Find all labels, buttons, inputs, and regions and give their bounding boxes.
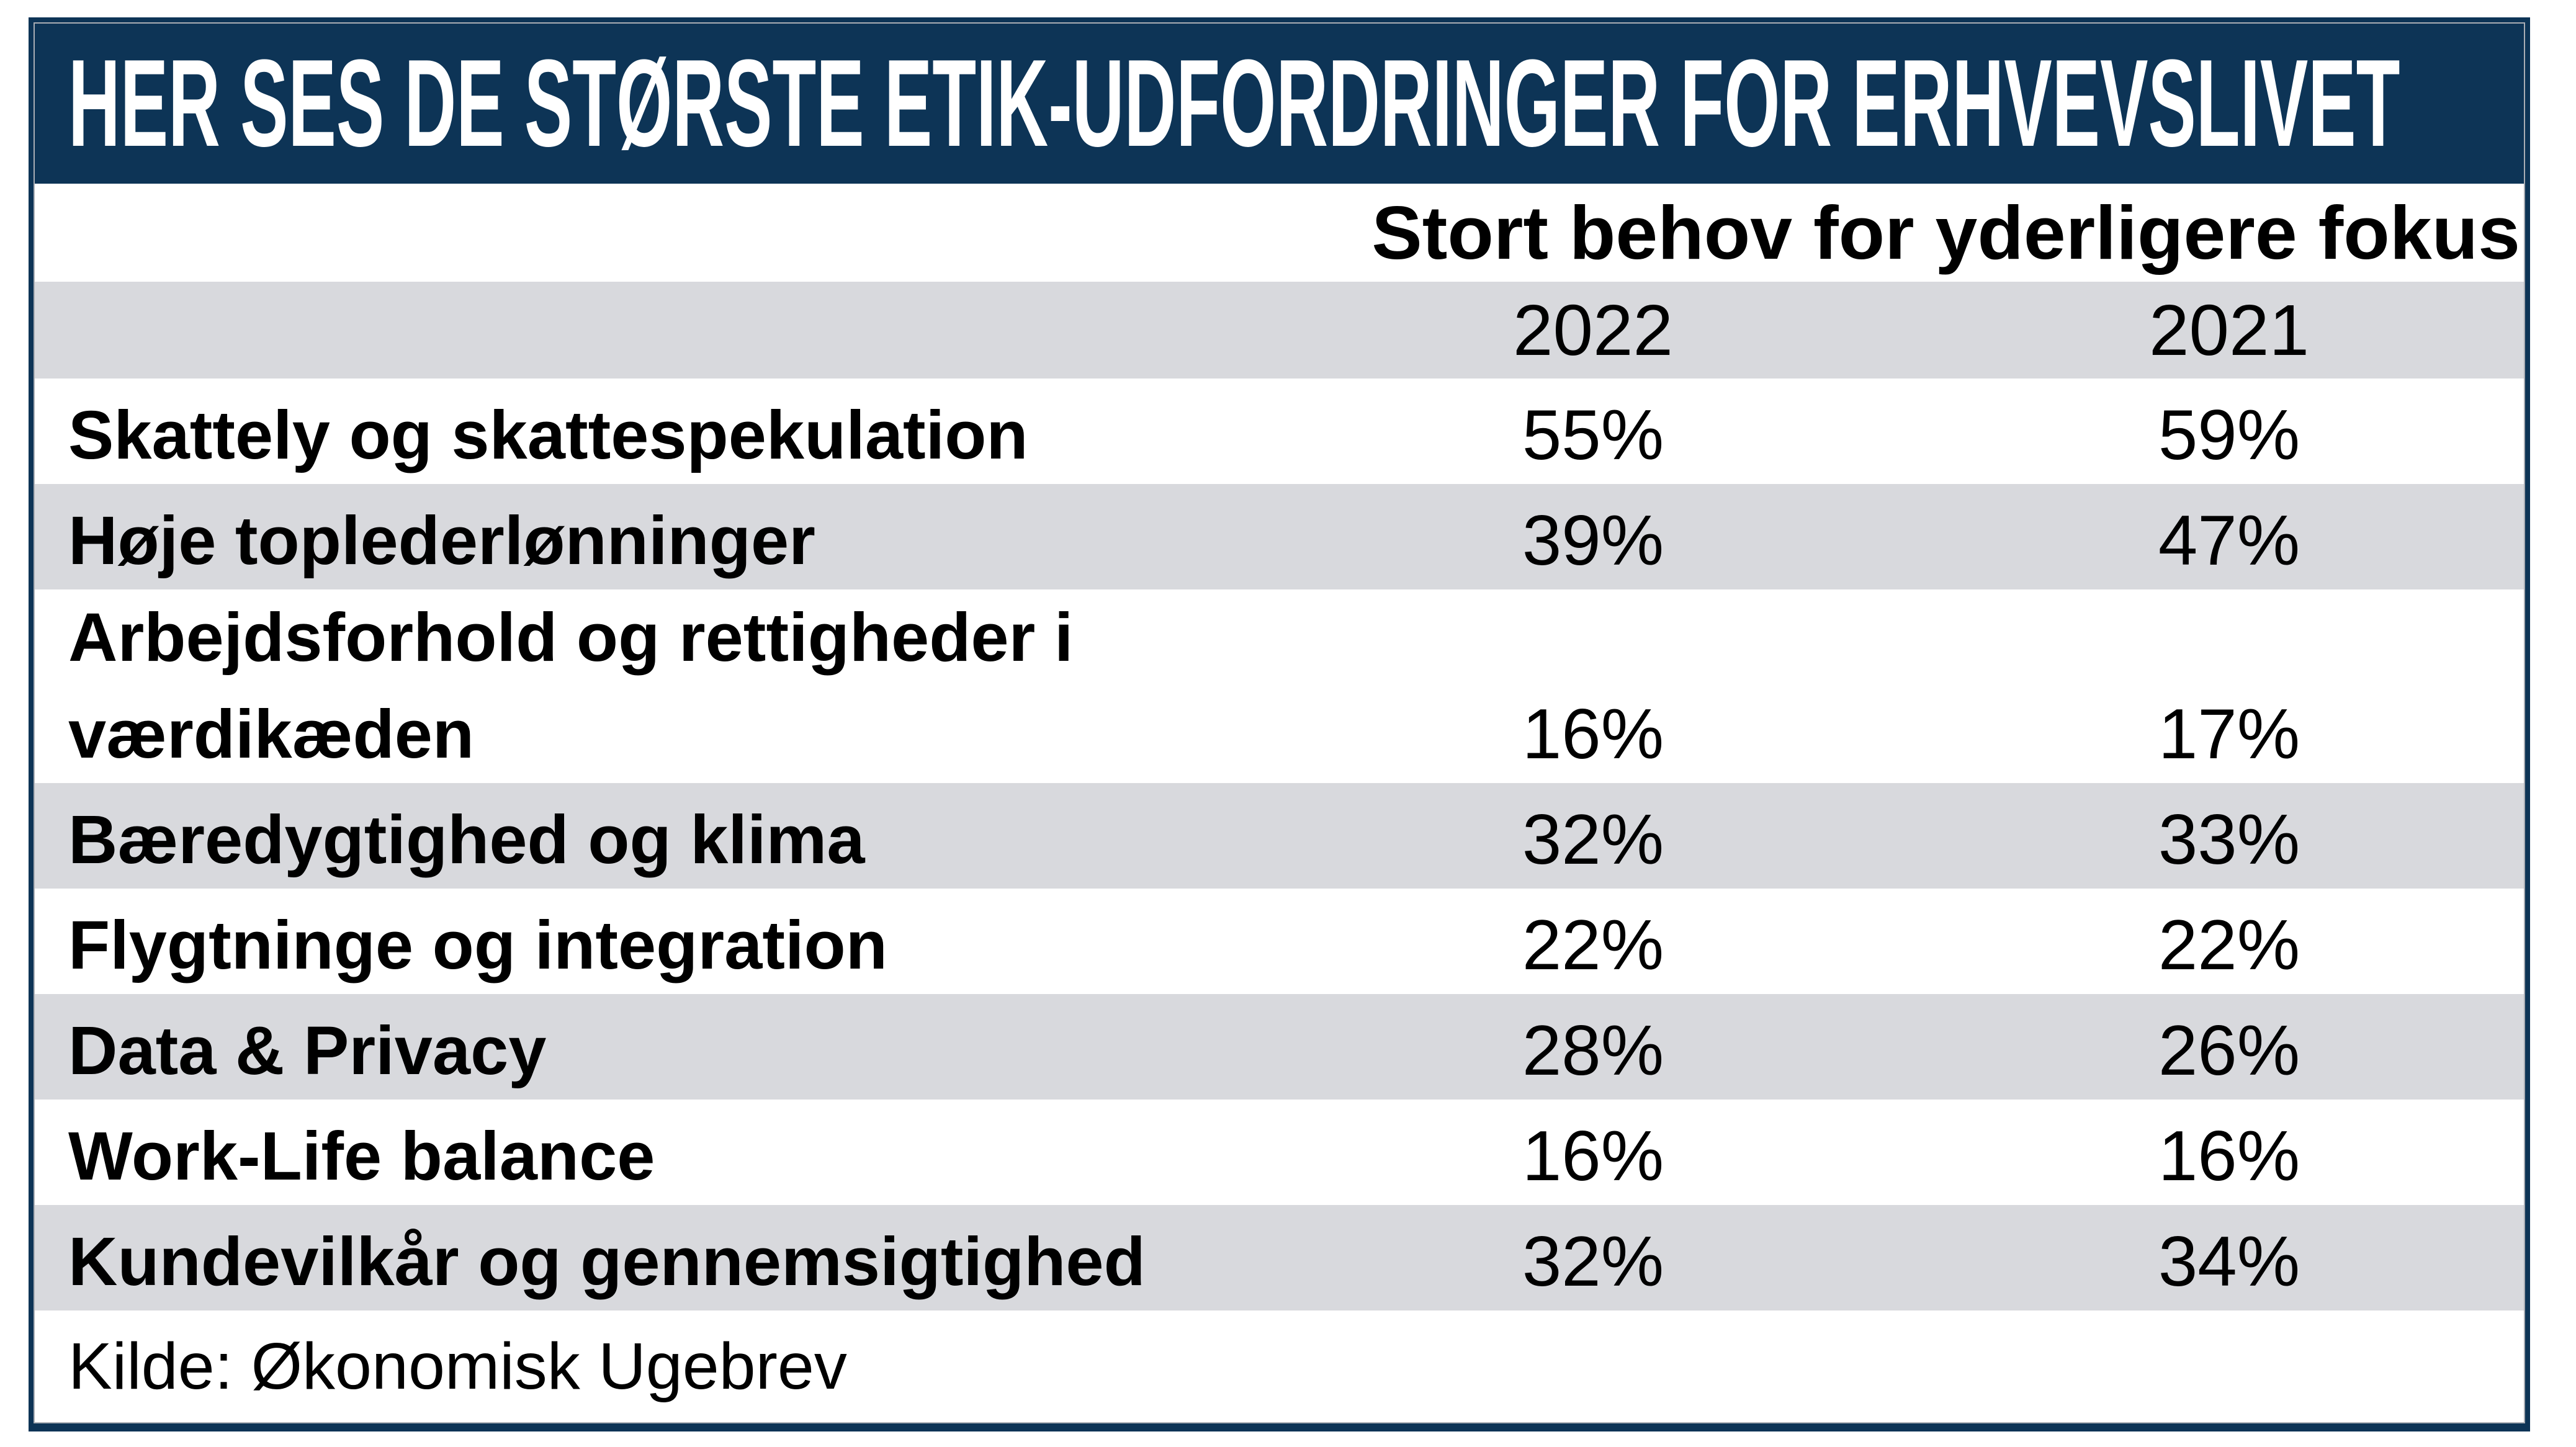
title-bar: HER SES DE STØRSTE ETIK-UDFORDRINGER FOR… bbox=[35, 24, 2524, 184]
value-2021: 33% bbox=[2158, 800, 2300, 879]
subtitle: Stort behov for yderligere fokus bbox=[1371, 190, 2520, 275]
table-row: Høje toplederlønninger 39% 47% bbox=[35, 484, 2524, 589]
source-text: Kilde: Økonomisk Ugebrev bbox=[68, 1329, 847, 1403]
table-frame: HER SES DE STØRSTE ETIK-UDFORDRINGER FOR… bbox=[29, 17, 2530, 1431]
row-label: Bæredygtighed og klima bbox=[68, 802, 865, 878]
row-label: Data & Privacy bbox=[68, 1013, 547, 1089]
column-header-2021: 2021 bbox=[2148, 290, 2310, 370]
table-row: Skattely og skattespekulation 55% 59% bbox=[35, 379, 2524, 484]
row-label: Høje toplederlønninger bbox=[68, 503, 815, 579]
table-row: Work-Life balance 16% 16% bbox=[35, 1100, 2524, 1205]
table-row: Bæredygtighed og klima 32% 33% bbox=[35, 783, 2524, 889]
table-row: Flygtninge og integration 22% 22% bbox=[35, 889, 2524, 994]
value-2021: 26% bbox=[2158, 1011, 2300, 1090]
table-row: Kundevilkår og gennemsigtighed 32% 34% bbox=[35, 1205, 2524, 1310]
value-2022: 55% bbox=[1522, 396, 1664, 475]
table-row: Arbejdsforhold og rettigheder i værdikæd… bbox=[35, 589, 2524, 783]
column-header-2022: 2022 bbox=[1512, 290, 1674, 370]
value-2021: 16% bbox=[2158, 1117, 2300, 1196]
subtitle-row: Stort behov for yderligere fokus bbox=[35, 184, 2524, 282]
row-label: Skattely og skattespekulation bbox=[68, 397, 1028, 473]
table-body: Skattely og skattespekulation 55% 59% Hø… bbox=[35, 379, 2524, 1310]
value-2022: 32% bbox=[1522, 1222, 1664, 1301]
row-label: Arbejdsforhold og rettigheder i værdikæd… bbox=[68, 599, 1074, 773]
row-label: Kundevilkår og gennemsigtighed bbox=[68, 1224, 1146, 1300]
row-label: Work-Life balance bbox=[68, 1118, 655, 1194]
value-2021: 34% bbox=[2158, 1222, 2300, 1301]
page-title: HER SES DE STØRSTE ETIK-UDFORDRINGER FOR… bbox=[68, 34, 2400, 172]
table-row: Data & Privacy 28% 26% bbox=[35, 994, 2524, 1100]
value-2022: 16% bbox=[1522, 695, 1664, 774]
source-row: Kilde: Økonomisk Ugebrev bbox=[35, 1310, 2524, 1422]
column-header-row: 2022 2021 bbox=[35, 282, 2524, 379]
value-2021: 47% bbox=[2158, 501, 2300, 580]
value-2021: 59% bbox=[2158, 396, 2300, 475]
row-label: Flygtninge og integration bbox=[68, 907, 887, 983]
value-2022: 32% bbox=[1522, 800, 1664, 879]
value-2022: 28% bbox=[1522, 1011, 1664, 1090]
table-inner: HER SES DE STØRSTE ETIK-UDFORDRINGER FOR… bbox=[34, 22, 2525, 1423]
value-2021: 17% bbox=[2158, 695, 2300, 774]
value-2022: 39% bbox=[1522, 501, 1664, 580]
value-2022: 22% bbox=[1522, 906, 1664, 985]
value-2022: 16% bbox=[1522, 1117, 1664, 1196]
value-2021: 22% bbox=[2158, 906, 2300, 985]
